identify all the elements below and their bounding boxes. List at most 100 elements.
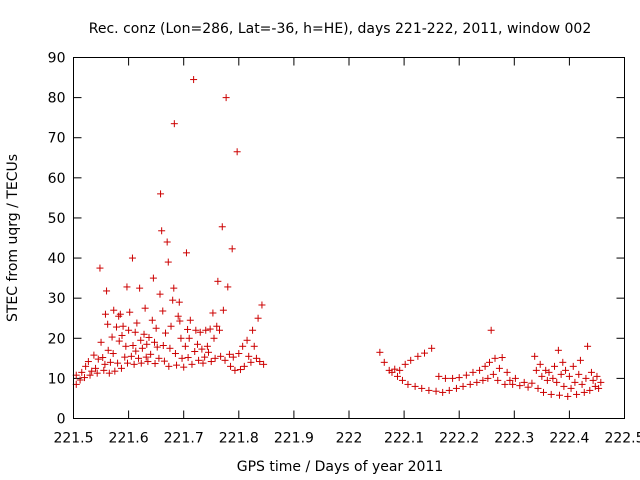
data-point bbox=[210, 334, 218, 342]
data-point bbox=[576, 356, 584, 364]
data-point bbox=[538, 372, 546, 380]
data-point bbox=[540, 388, 548, 396]
data-point bbox=[96, 264, 104, 272]
data-point bbox=[202, 326, 210, 334]
x-tick-label: 222.2 bbox=[439, 431, 479, 447]
data-point bbox=[160, 357, 168, 365]
x-axis-label: GPS time / Days of year 2011 bbox=[237, 459, 444, 475]
y-tick-label: 40 bbox=[48, 251, 66, 267]
data-point bbox=[131, 328, 139, 336]
y-tick-label: 80 bbox=[48, 91, 66, 107]
data-point bbox=[81, 374, 89, 382]
data-point bbox=[97, 338, 105, 346]
data-point bbox=[376, 348, 384, 356]
data-point bbox=[140, 330, 148, 338]
data-point bbox=[201, 353, 209, 361]
data-point bbox=[528, 379, 536, 387]
data-point bbox=[575, 370, 583, 378]
data-point bbox=[126, 308, 134, 316]
data-point bbox=[106, 358, 114, 366]
data-point bbox=[150, 338, 158, 346]
data-point bbox=[489, 370, 497, 378]
data-point bbox=[534, 384, 542, 392]
data-point bbox=[104, 346, 112, 354]
x-tick-label: 222.5 bbox=[604, 431, 640, 447]
data-point bbox=[428, 344, 436, 352]
x-tick-label: 221.6 bbox=[109, 431, 149, 447]
data-point bbox=[252, 354, 260, 362]
data-point bbox=[240, 362, 248, 370]
data-point bbox=[498, 354, 506, 362]
data-point bbox=[551, 362, 559, 370]
data-point bbox=[164, 258, 172, 266]
data-point bbox=[501, 380, 509, 388]
data-point bbox=[593, 372, 601, 380]
y-axis-label: STEC from uqrg / TECUs bbox=[5, 154, 21, 322]
data-points bbox=[72, 76, 605, 400]
data-point bbox=[547, 390, 555, 398]
y-tick-label: 10 bbox=[48, 371, 66, 387]
data-point bbox=[170, 284, 178, 292]
data-point bbox=[165, 362, 173, 370]
data-point bbox=[138, 344, 146, 352]
data-point bbox=[391, 365, 399, 373]
data-point bbox=[149, 274, 157, 282]
data-point bbox=[191, 348, 199, 356]
data-point bbox=[112, 323, 120, 331]
data-point bbox=[432, 387, 440, 395]
data-point bbox=[221, 356, 229, 364]
data-point bbox=[509, 380, 517, 388]
x-axis-ticks: 221.5 221.6 221.7 221.8 221.9 222 222.1 222.2 22… bbox=[53, 57, 640, 447]
data-point bbox=[564, 392, 572, 400]
data-point bbox=[82, 362, 90, 370]
data-point bbox=[543, 376, 551, 384]
data-point bbox=[411, 382, 419, 390]
x-tick-label: 222.1 bbox=[384, 431, 424, 447]
data-point bbox=[597, 378, 605, 386]
data-point bbox=[158, 227, 166, 235]
data-point bbox=[99, 354, 107, 362]
y-tick-label: 70 bbox=[48, 131, 66, 147]
data-point bbox=[184, 325, 192, 333]
data-point bbox=[228, 245, 236, 253]
data-point bbox=[462, 371, 470, 379]
data-point bbox=[181, 342, 189, 350]
data-point bbox=[122, 342, 130, 350]
data-point bbox=[86, 371, 94, 379]
data-point bbox=[245, 352, 253, 360]
data-point bbox=[407, 356, 415, 364]
data-point bbox=[143, 340, 151, 348]
data-point bbox=[469, 368, 477, 376]
y-tick-label: 20 bbox=[48, 331, 66, 347]
data-point bbox=[486, 358, 494, 366]
data-point bbox=[445, 386, 453, 394]
data-point bbox=[487, 326, 495, 334]
y-tick-label: 30 bbox=[48, 291, 66, 307]
data-point bbox=[148, 316, 156, 324]
data-point bbox=[198, 345, 206, 353]
data-point bbox=[167, 322, 175, 330]
data-point bbox=[420, 349, 428, 357]
data-point bbox=[90, 351, 98, 359]
data-point bbox=[182, 249, 190, 257]
data-point bbox=[455, 374, 463, 382]
data-point bbox=[491, 354, 499, 362]
data-point bbox=[142, 353, 150, 361]
data-point bbox=[222, 94, 230, 102]
data-point bbox=[203, 342, 211, 350]
data-point bbox=[101, 360, 109, 368]
data-point bbox=[163, 238, 171, 246]
data-point bbox=[516, 382, 524, 390]
data-point bbox=[236, 366, 244, 374]
data-point bbox=[145, 333, 153, 341]
data-point bbox=[206, 325, 214, 333]
data-point bbox=[84, 358, 92, 366]
data-point bbox=[185, 334, 193, 342]
data-point bbox=[219, 306, 227, 314]
data-point bbox=[227, 362, 235, 370]
data-point bbox=[524, 383, 532, 391]
data-point bbox=[549, 374, 557, 382]
x-tick-label: 222.4 bbox=[549, 431, 589, 447]
data-point bbox=[256, 358, 264, 366]
data-point bbox=[153, 343, 161, 351]
